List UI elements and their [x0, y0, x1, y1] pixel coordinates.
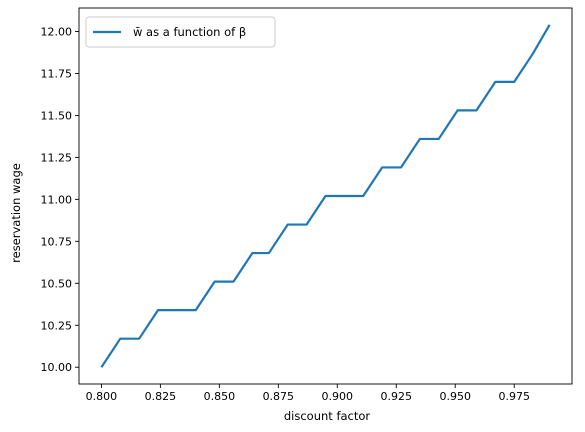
x-tick-label: 0.925: [381, 390, 413, 403]
x-tick-label: 0.975: [498, 390, 530, 403]
legend-entry-label: w̄ as a function of β: [133, 25, 246, 39]
y-tick-label: 12.00: [41, 26, 73, 39]
y-tick-label: 10.25: [41, 319, 73, 332]
x-tick-label: 0.950: [439, 390, 471, 403]
x-axis-ticks: 0.800 0.825 0.850 0.875 0.900 0.925 0.950 0.975: [86, 384, 530, 403]
y-tick-label: 10.50: [41, 277, 73, 290]
x-tick-label: 0.825: [145, 390, 177, 403]
x-tick-label: 0.850: [204, 390, 236, 403]
y-tick-label: 11.25: [41, 151, 73, 164]
y-axis-ticks: 10.00 10.25 10.50 10.75 11.00 11.25 11.50 11.75…: [41, 26, 79, 374]
x-tick-label: 0.800: [86, 390, 118, 403]
legend-box: [85, 16, 276, 48]
x-tick-label: 0.875: [263, 390, 295, 403]
y-tick-label: 11.50: [41, 109, 73, 122]
y-axis-label: reservation wage: [9, 163, 23, 263]
series-layer: [100, 24, 551, 368]
x-axis-label: discount factor: [284, 409, 371, 423]
series-line: [100, 24, 551, 368]
y-tick-label: 10.75: [41, 235, 73, 248]
legend: w̄ as a function of β: [85, 16, 276, 48]
y-tick-label: 11.75: [41, 67, 73, 80]
axes-border: [78, 7, 573, 385]
y-tick-label: 10.00: [41, 361, 73, 374]
y-tick-label: 11.00: [41, 193, 73, 206]
x-tick-label: 0.900: [322, 390, 354, 403]
axes-frame: [78, 7, 573, 385]
